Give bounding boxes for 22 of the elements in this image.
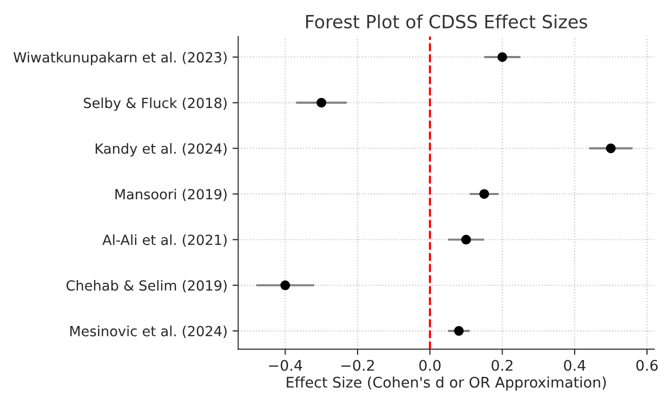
x-axis-title: Effect Size (Cohen's d or OR Approximation) bbox=[286, 376, 606, 391]
y-tick-label: Al-Ali et al. (2021) bbox=[102, 234, 227, 247]
y-tick-label: Selby & Fluck (2018) bbox=[84, 97, 227, 111]
x-tick-label: 0.4 bbox=[564, 360, 586, 371]
y-tick-label: Chehab & Selim (2019) bbox=[66, 280, 227, 292]
x-tick-label: −0.2 bbox=[341, 360, 374, 371]
x-tick-label: 0.6 bbox=[636, 360, 658, 371]
point bbox=[479, 189, 490, 199]
point bbox=[454, 326, 464, 336]
x-tick-label: 0.0 bbox=[419, 360, 441, 371]
point bbox=[497, 52, 508, 62]
point bbox=[280, 280, 290, 290]
y-tick-label: Kandy et al. (2024) bbox=[96, 143, 227, 157]
chart-title: Forest Plot of CDSS Effect Sizes bbox=[306, 14, 588, 28]
x-tick-label: 0.2 bbox=[492, 360, 512, 371]
y-tick-label: Mansoori (2019) bbox=[115, 188, 227, 202]
y-tick-label: Wiwatkunupakarn et al. (2023) bbox=[14, 52, 227, 66]
point bbox=[606, 143, 616, 154]
y-tick-label: Mesinovic et al. (2024) bbox=[70, 326, 227, 338]
point bbox=[461, 234, 471, 244]
x-tick-label: −0.4 bbox=[269, 360, 302, 371]
point bbox=[316, 98, 326, 108]
